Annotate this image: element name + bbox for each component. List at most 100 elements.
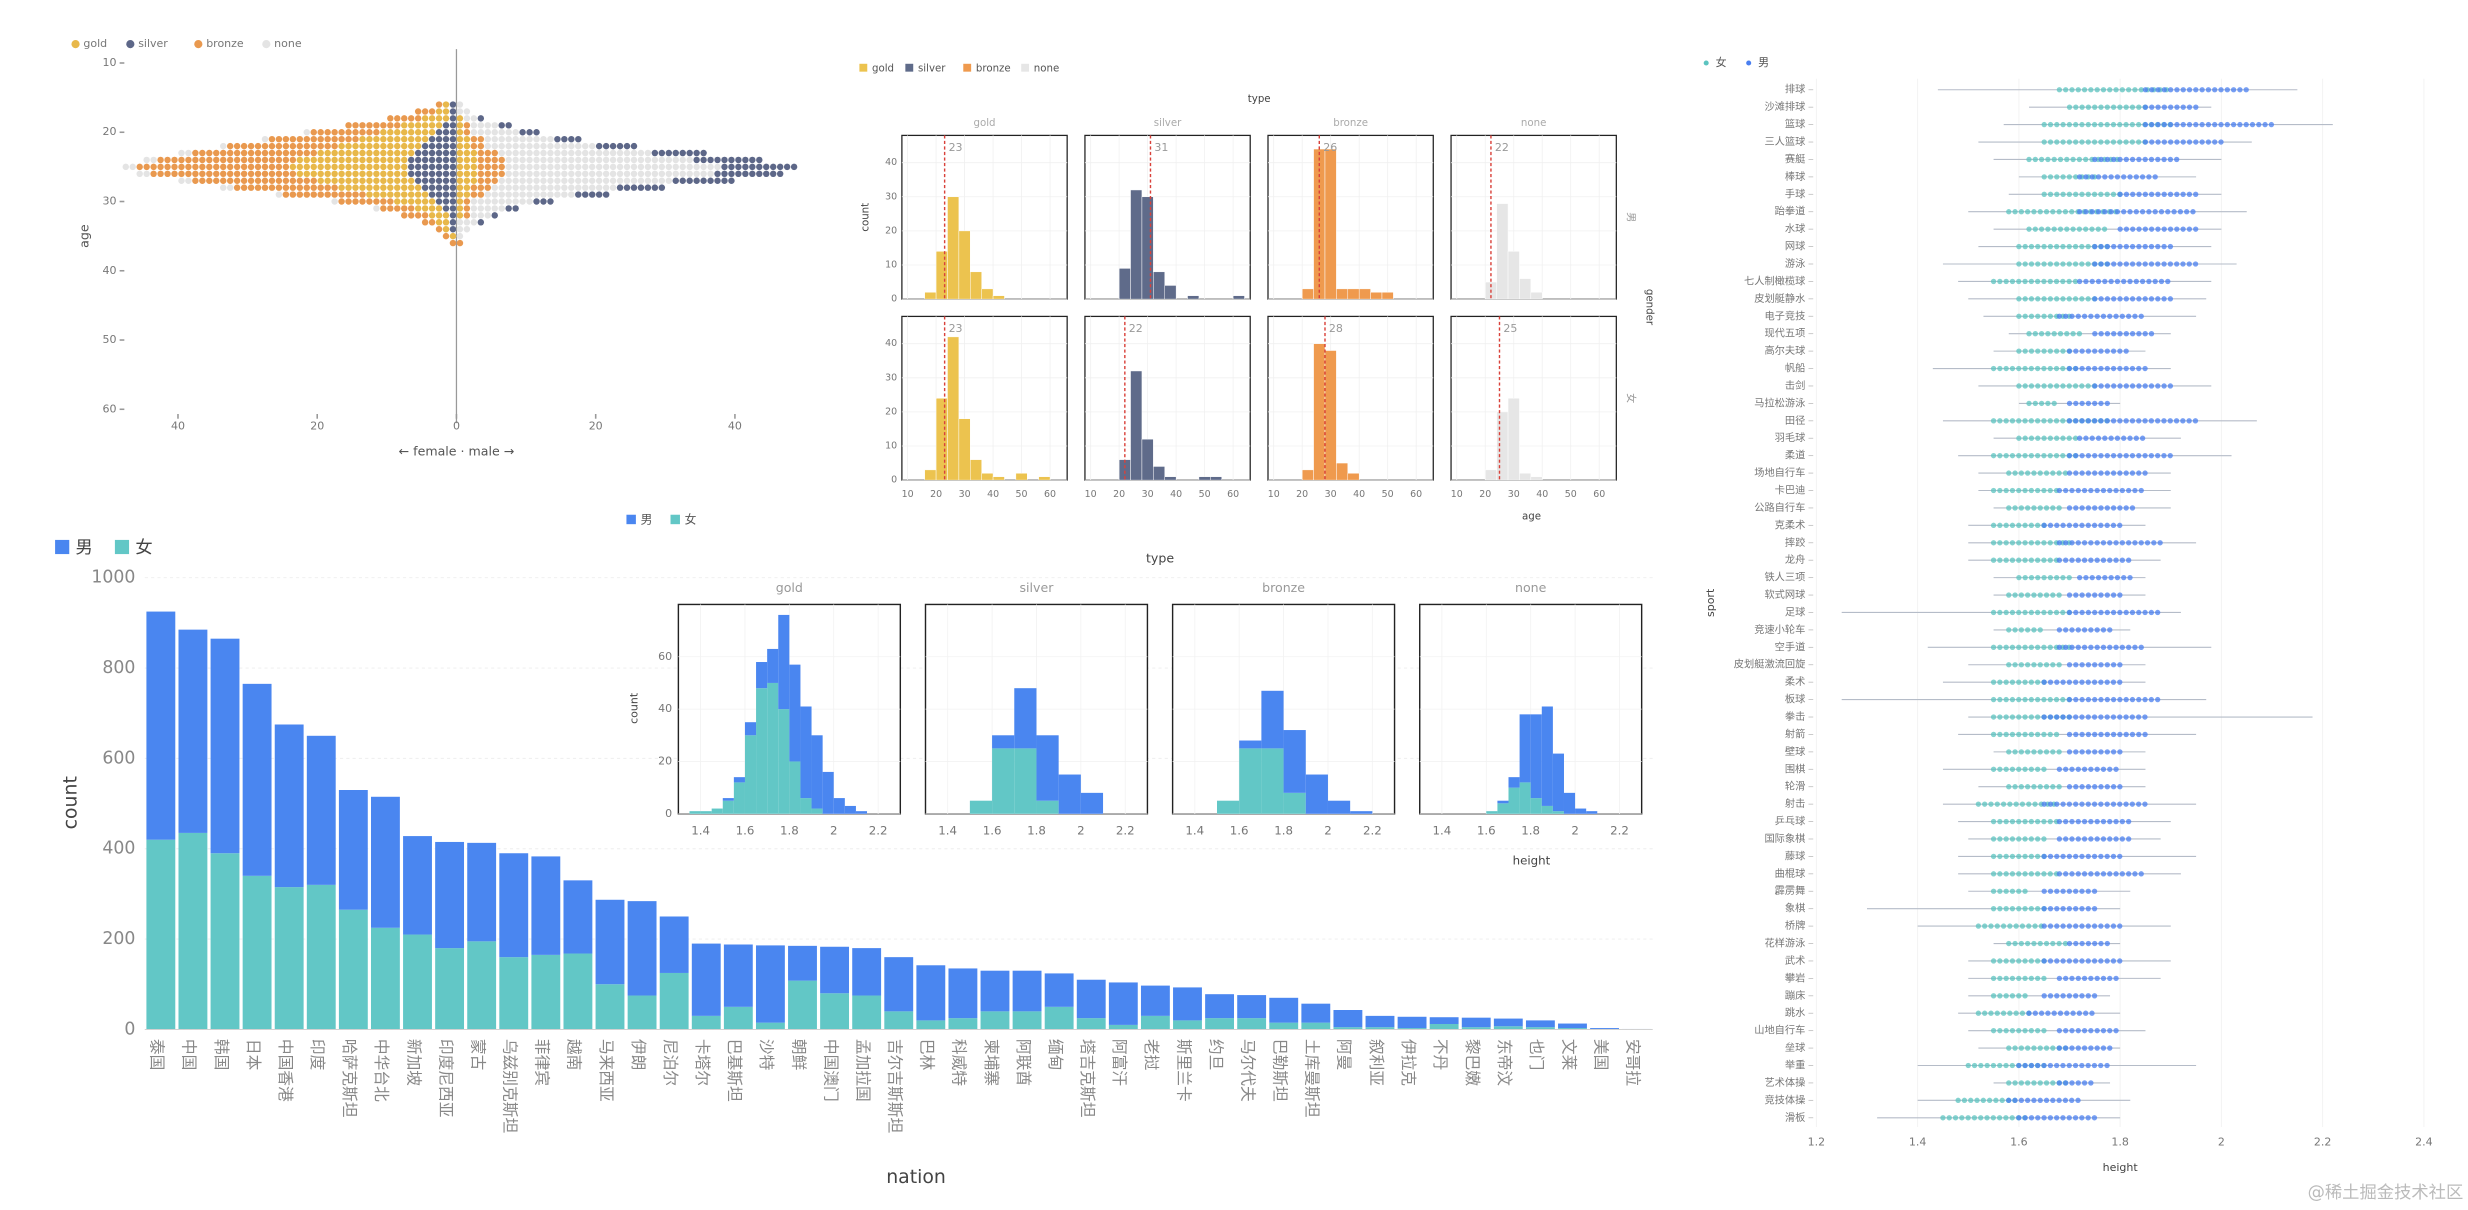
dot bbox=[700, 177, 707, 184]
dot bbox=[637, 163, 645, 171]
dot bbox=[240, 177, 248, 184]
dot bbox=[658, 184, 666, 191]
dot bbox=[630, 170, 638, 178]
dot-group bbox=[470, 198, 533, 205]
dot-group bbox=[442, 205, 457, 212]
dot-group bbox=[435, 198, 457, 205]
dot bbox=[526, 142, 533, 150]
dot bbox=[602, 163, 610, 171]
dot bbox=[693, 163, 700, 171]
x-tick-label: 60 bbox=[1227, 489, 1239, 500]
dot bbox=[547, 149, 554, 157]
dot bbox=[414, 122, 422, 129]
dot bbox=[289, 170, 297, 178]
dot bbox=[421, 219, 429, 226]
bar-segment bbox=[1044, 1006, 1074, 1030]
dot bbox=[742, 170, 749, 178]
dot bbox=[519, 129, 526, 136]
dot bbox=[407, 184, 415, 191]
dot bbox=[435, 177, 443, 184]
dot bbox=[324, 142, 331, 150]
y-tick-label: 皮划艇激流回旋 bbox=[1734, 658, 1806, 671]
dot bbox=[609, 184, 617, 191]
dot bbox=[533, 170, 540, 178]
dot-group bbox=[338, 184, 422, 191]
dot bbox=[470, 115, 478, 122]
dot bbox=[394, 135, 401, 143]
x-tick-label: 科威特 bbox=[950, 1039, 969, 1086]
dot-group bbox=[442, 122, 457, 129]
bar bbox=[1015, 473, 1028, 481]
dot-group bbox=[498, 149, 652, 157]
facet-title: none bbox=[1515, 580, 1547, 595]
dot bbox=[484, 163, 492, 171]
y-tick-label: 山地自行车 bbox=[1754, 1024, 1805, 1037]
median-label: 23 bbox=[949, 322, 963, 335]
dot bbox=[442, 108, 450, 115]
dot bbox=[213, 170, 220, 178]
dot bbox=[192, 156, 199, 164]
x-tick-label: 2 bbox=[1571, 824, 1579, 838]
dot bbox=[602, 156, 610, 164]
y-tick-label: 场地自行车 bbox=[1754, 466, 1805, 479]
dot bbox=[428, 163, 436, 171]
dot bbox=[435, 129, 443, 136]
dot bbox=[505, 184, 512, 191]
dot-group bbox=[442, 232, 450, 240]
dot bbox=[449, 122, 457, 129]
legend-label: gold bbox=[83, 37, 107, 50]
dot bbox=[728, 177, 735, 184]
bar-segment bbox=[1541, 706, 1553, 806]
dot bbox=[442, 170, 450, 178]
bar-segment bbox=[948, 968, 978, 1019]
dot bbox=[331, 163, 338, 171]
dot bbox=[588, 177, 596, 184]
dot bbox=[686, 156, 693, 164]
dot bbox=[226, 170, 234, 178]
bar-segment bbox=[1205, 1018, 1235, 1030]
dot bbox=[226, 149, 234, 157]
dot bbox=[616, 142, 624, 150]
y-tick-label: 拳击 bbox=[1785, 710, 1805, 723]
bar bbox=[1324, 350, 1337, 481]
dot bbox=[331, 149, 338, 157]
dot bbox=[637, 184, 645, 191]
dot-group bbox=[143, 156, 157, 164]
dot bbox=[442, 142, 450, 150]
dot bbox=[512, 135, 519, 143]
dot bbox=[449, 225, 457, 233]
x-tick-label: 叙利亚 bbox=[1367, 1039, 1386, 1086]
dot bbox=[380, 205, 387, 212]
chart-title: type bbox=[1146, 550, 1174, 565]
dot bbox=[387, 115, 394, 122]
dot bbox=[456, 219, 464, 226]
dot bbox=[533, 198, 540, 205]
dot bbox=[296, 149, 304, 157]
bar bbox=[1347, 288, 1360, 300]
dot bbox=[352, 129, 359, 136]
dot bbox=[380, 163, 387, 171]
dot-group bbox=[470, 205, 505, 212]
dot bbox=[282, 149, 290, 157]
bar bbox=[1519, 278, 1532, 300]
dot bbox=[651, 170, 659, 178]
dot bbox=[533, 177, 540, 184]
y-tick-label: 足球 bbox=[1785, 605, 1805, 618]
y-tick-label: 30 bbox=[885, 372, 897, 383]
dot bbox=[401, 149, 408, 157]
dot-group bbox=[331, 198, 338, 205]
dot-group bbox=[456, 225, 471, 233]
x-axis-label: height bbox=[2103, 1161, 2139, 1174]
dot bbox=[282, 191, 290, 198]
bar-segment bbox=[969, 800, 993, 814]
dot-group bbox=[575, 191, 610, 198]
dot bbox=[756, 156, 763, 164]
bar-segment bbox=[855, 811, 868, 814]
dot bbox=[317, 170, 324, 178]
facet-frame bbox=[1084, 134, 1251, 300]
dot-group bbox=[456, 163, 478, 171]
dot bbox=[331, 142, 338, 150]
x-tick-label: 阿富汗 bbox=[1110, 1039, 1129, 1086]
dot bbox=[275, 170, 283, 178]
x-tick-label: 10 bbox=[1451, 489, 1463, 500]
